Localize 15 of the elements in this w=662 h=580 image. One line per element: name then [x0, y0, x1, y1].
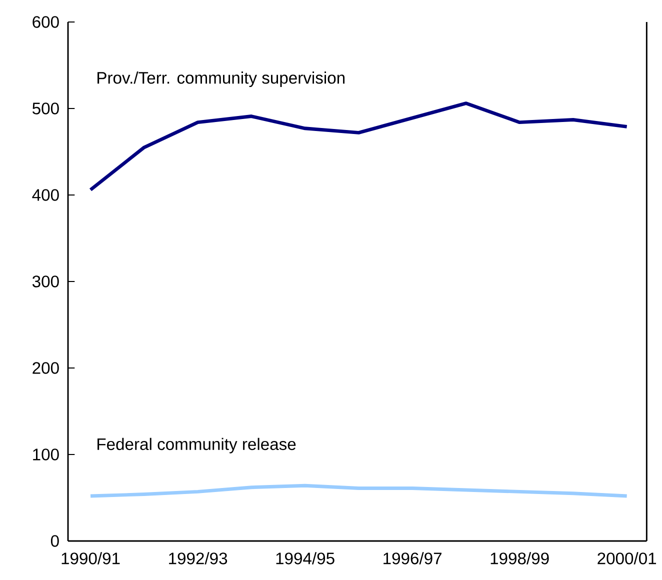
x-tick-label: 2000/01	[598, 552, 656, 564]
x-tick-label: 1998/99	[490, 552, 549, 564]
series-label: Federal community release	[98, 438, 296, 454]
y-tick-label: 500	[32, 102, 59, 114]
text: Prov./Terr. community supervision	[98, 72, 345, 88]
x-tick-label: 1992/93	[169, 552, 228, 564]
y-tick-label: 100	[33, 448, 59, 460]
y-tick-label: 400	[32, 189, 59, 201]
y-tick-label: 200	[32, 362, 59, 374]
y-tick-label: 0	[50, 535, 59, 547]
x-tick-label: 1994/95	[276, 552, 334, 564]
x-tick-label: 1996/97	[384, 552, 442, 564]
y-tick-label: 300	[32, 276, 59, 288]
x-tick-label: 1990/91	[62, 552, 120, 564]
y-tick-label: 600	[32, 16, 59, 28]
